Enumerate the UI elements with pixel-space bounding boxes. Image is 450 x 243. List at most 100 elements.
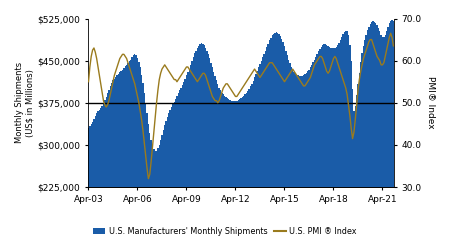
Bar: [129, 61, 130, 243]
Bar: [168, 113, 170, 243]
Bar: [376, 25, 378, 243]
Bar: [189, 69, 190, 243]
Bar: [119, 72, 121, 243]
Bar: [371, 22, 372, 243]
Bar: [101, 106, 103, 243]
Bar: [150, 140, 152, 243]
Bar: [96, 113, 97, 243]
Bar: [277, 33, 279, 243]
Bar: [303, 75, 304, 243]
Bar: [160, 140, 161, 243]
Bar: [186, 75, 187, 243]
Bar: [230, 100, 231, 243]
Bar: [258, 67, 259, 243]
Bar: [171, 107, 172, 243]
Bar: [104, 100, 105, 243]
Bar: [300, 76, 302, 243]
Bar: [379, 31, 380, 243]
Bar: [103, 103, 104, 243]
Bar: [280, 36, 281, 243]
Bar: [291, 67, 292, 243]
Bar: [274, 33, 276, 243]
Bar: [118, 74, 119, 243]
Bar: [199, 44, 201, 243]
Bar: [353, 111, 355, 243]
Bar: [213, 72, 214, 243]
Bar: [293, 72, 295, 243]
Bar: [206, 51, 207, 243]
Bar: [287, 55, 288, 243]
Bar: [130, 60, 131, 243]
Y-axis label: Monthly Shipments
(US$ in Millions): Monthly Shipments (US$ in Millions): [15, 62, 34, 143]
Bar: [363, 46, 364, 243]
Bar: [314, 60, 315, 243]
Y-axis label: PMI® Index: PMI® Index: [426, 77, 435, 129]
Bar: [271, 35, 273, 243]
Bar: [178, 93, 179, 243]
Bar: [216, 80, 217, 243]
Bar: [327, 46, 329, 243]
Bar: [217, 84, 219, 243]
Bar: [228, 99, 230, 243]
Bar: [382, 37, 383, 243]
Bar: [326, 45, 327, 243]
Bar: [306, 73, 307, 243]
Bar: [172, 104, 174, 243]
Bar: [315, 57, 316, 243]
Bar: [227, 98, 228, 243]
Bar: [110, 87, 111, 243]
Bar: [265, 51, 266, 243]
Bar: [383, 37, 385, 243]
Bar: [346, 31, 348, 243]
Bar: [332, 48, 333, 243]
Bar: [127, 63, 129, 243]
Bar: [123, 68, 125, 243]
Bar: [337, 45, 338, 243]
Bar: [318, 51, 319, 243]
Bar: [138, 62, 140, 243]
Bar: [255, 74, 256, 243]
Bar: [262, 57, 263, 243]
Bar: [195, 51, 197, 243]
Bar: [297, 75, 299, 243]
Bar: [342, 34, 344, 243]
Bar: [197, 48, 198, 243]
Bar: [355, 106, 356, 243]
Bar: [239, 99, 240, 243]
Bar: [180, 88, 182, 243]
Bar: [261, 61, 262, 243]
Bar: [145, 103, 146, 243]
Bar: [256, 71, 258, 243]
Bar: [378, 28, 379, 243]
Bar: [367, 30, 368, 243]
Bar: [316, 54, 318, 243]
Bar: [203, 45, 205, 243]
Bar: [312, 62, 314, 243]
Bar: [88, 128, 89, 243]
Bar: [225, 97, 227, 243]
Bar: [351, 61, 352, 243]
Bar: [112, 80, 114, 243]
Bar: [276, 32, 277, 243]
Bar: [99, 110, 100, 243]
Bar: [248, 89, 250, 243]
Bar: [330, 48, 332, 243]
Bar: [105, 97, 107, 243]
Bar: [152, 146, 153, 243]
Bar: [349, 45, 351, 243]
Bar: [323, 44, 324, 243]
Bar: [135, 55, 137, 243]
Bar: [133, 55, 134, 243]
Bar: [341, 37, 342, 243]
Bar: [137, 58, 138, 243]
Bar: [93, 119, 94, 243]
Bar: [122, 70, 123, 243]
Bar: [149, 133, 150, 243]
Bar: [336, 47, 337, 243]
Bar: [369, 24, 371, 243]
Bar: [144, 93, 145, 243]
Bar: [322, 45, 323, 243]
Bar: [187, 72, 189, 243]
Bar: [304, 74, 306, 243]
Bar: [240, 98, 242, 243]
